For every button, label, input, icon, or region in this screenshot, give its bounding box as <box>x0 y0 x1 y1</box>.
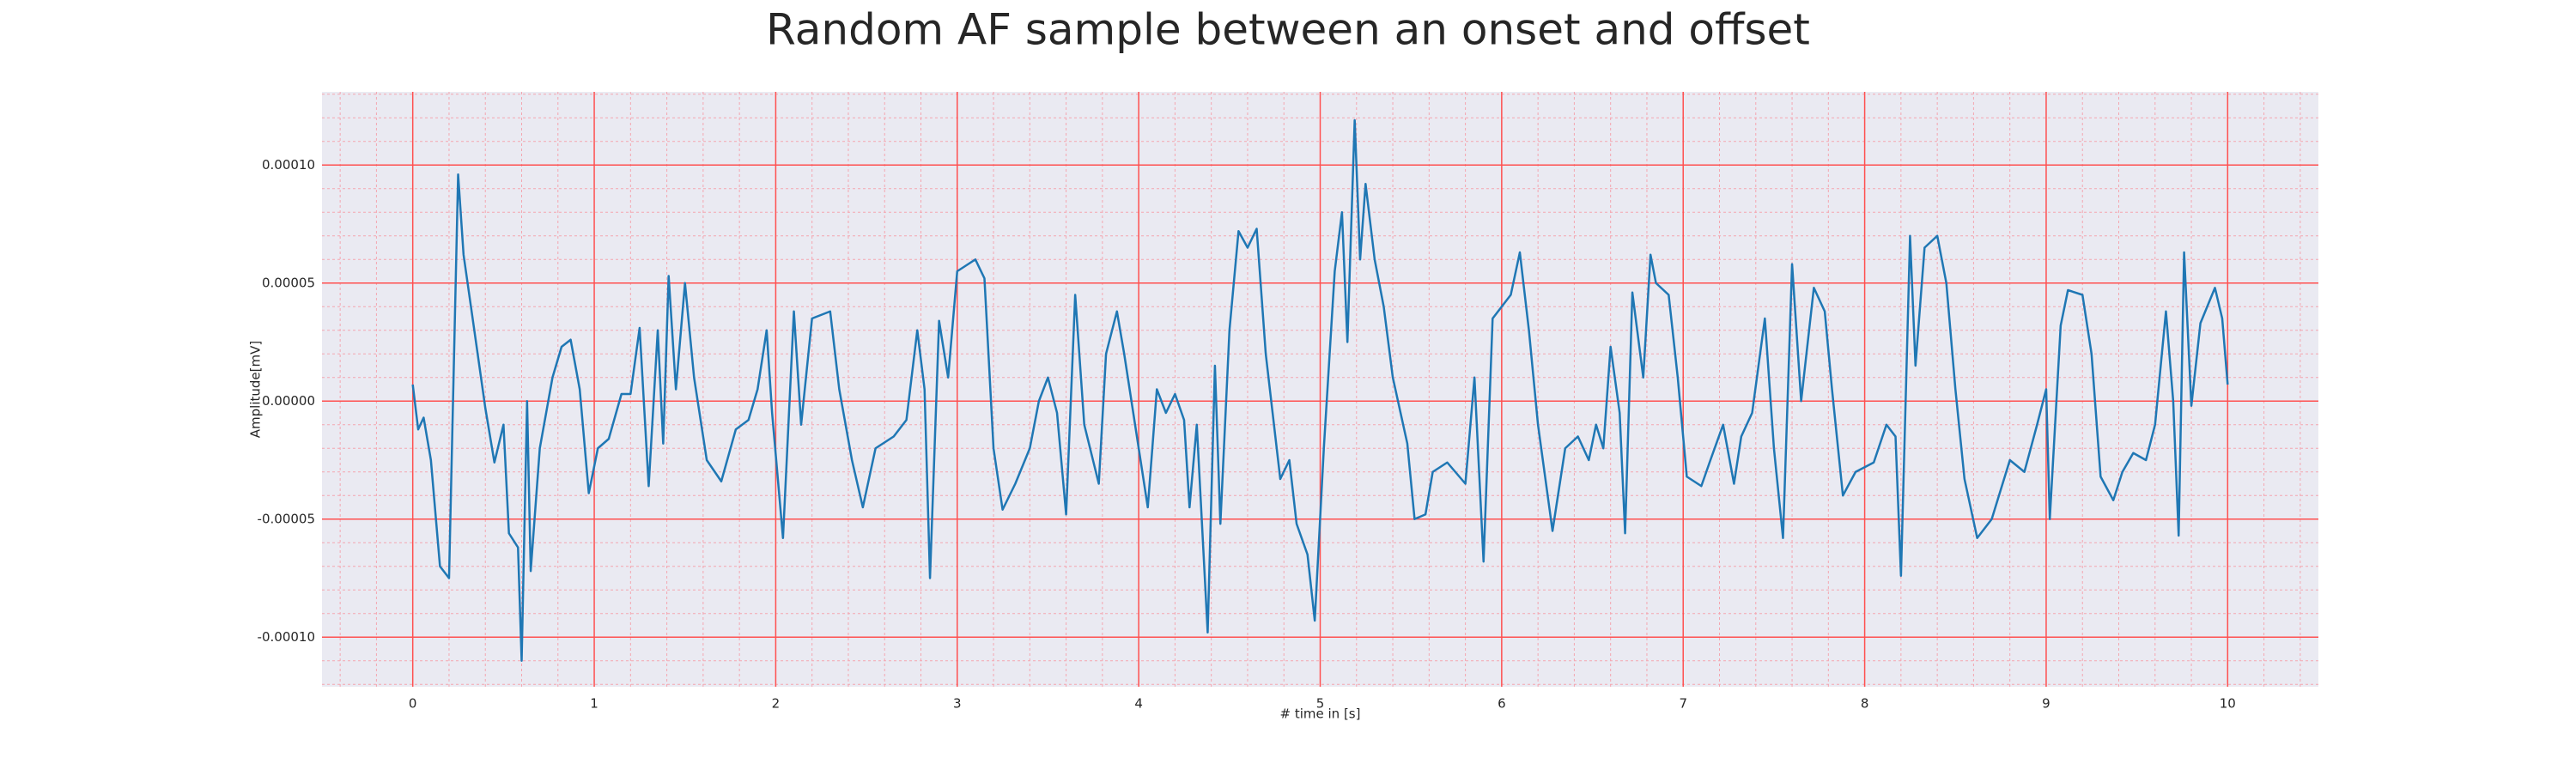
x-tick-label: 9 <box>2042 696 2050 712</box>
y-axis-label: Amplitude[mV] <box>248 341 264 438</box>
x-tick-label: 4 <box>1134 696 1143 712</box>
x-tick-label: 8 <box>1861 696 1869 712</box>
x-tick-label: 10 <box>2220 696 2236 712</box>
x-tick-label: 0 <box>409 696 417 712</box>
x-axis-label: # time in [s] <box>1280 706 1361 722</box>
signal-line <box>411 118 2229 662</box>
chart-title: Random AF sample between an onset and of… <box>766 5 1810 55</box>
x-tick-label: 2 <box>772 696 781 712</box>
y-tick-label: -0.00010 <box>258 629 315 645</box>
y-tick-label: 0.00000 <box>262 393 315 409</box>
x-tick-label: 7 <box>1679 696 1687 712</box>
y-tick-label: -0.00005 <box>258 511 315 526</box>
x-tick-label: 3 <box>953 696 962 712</box>
x-tick-label: 5 <box>1316 696 1325 712</box>
x-tick-label: 6 <box>1498 696 1506 712</box>
y-tick-label: 0.00010 <box>262 157 315 173</box>
x-tick-label: 1 <box>590 696 598 712</box>
y-tick-label: 0.00005 <box>262 275 315 290</box>
